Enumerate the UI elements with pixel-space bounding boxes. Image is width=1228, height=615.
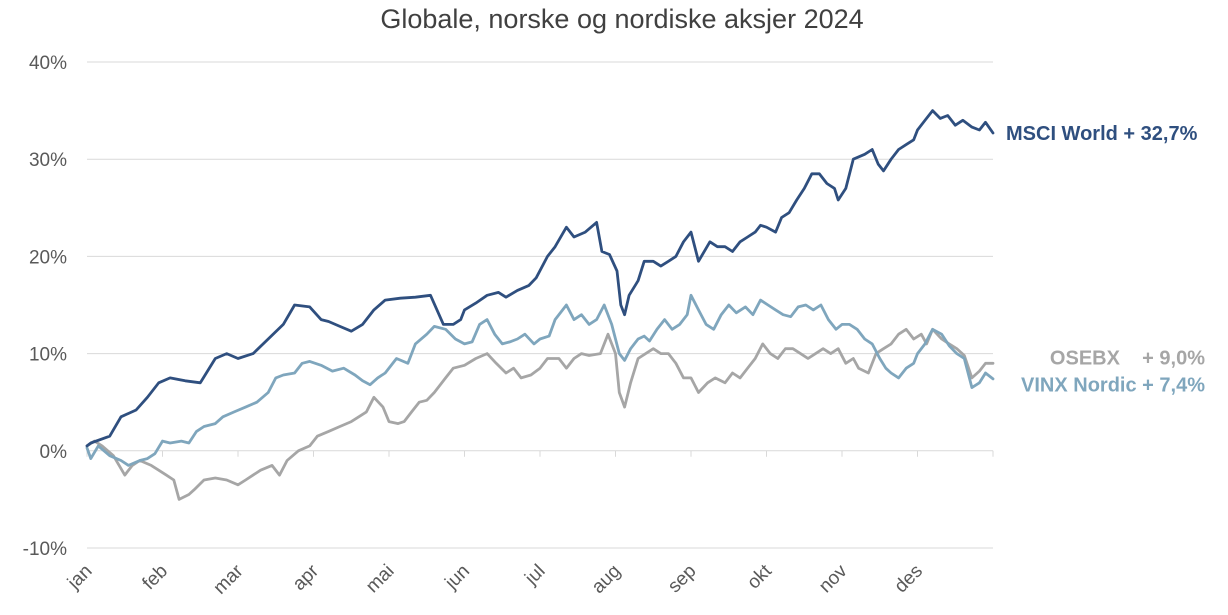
x-tick-label: mar [210,560,248,598]
y-tick-label: 20% [29,247,67,268]
series-line-osebx [85,327,995,501]
y-axis-ticks: 40% 30% 20% 10% 0% -10% [23,53,67,560]
x-tick-label: mai [362,561,399,598]
x-tick-label: nov [815,560,852,597]
series-lines [85,109,995,501]
x-tick-label: okt [743,560,776,593]
y-tick-label: 30% [29,150,67,171]
series-end-labels: MSCI World + 32,7% VINX Nordic + 7,4% OSEB… [1006,123,1205,397]
x-tick-label: jul [521,561,550,590]
x-tick-label: feb [139,561,173,595]
y-tick-label: 40% [29,53,67,74]
x-tick-label: apr [289,560,324,595]
series-line-vinx-nordic [85,293,995,467]
x-tick-label: des [891,561,928,598]
gridlines [87,61,993,549]
x-tick-label: aug [588,561,625,598]
x-tick-label: sep [664,561,701,598]
y-tick-label: 0% [40,442,68,463]
series-line-msci-world [85,109,995,448]
y-tick-label: 10% [29,345,67,366]
chart-title: Globale, norske og nordiske aksjer 2024 [380,4,863,34]
series-label-osebx: OSEBX + 9,0% [1050,347,1205,369]
x-tick-label: jun [441,561,474,594]
y-tick-label: -10% [23,539,67,560]
series-label-msci-world: MSCI World + 32,7% [1006,123,1198,145]
series-label-vinx-nordic: VINX Nordic + 7,4% [1021,375,1205,397]
x-tick-label: jan [63,561,96,594]
x-axis-ticks: jan feb mar apr mai jun jul aug sep okt nov des [63,450,994,599]
